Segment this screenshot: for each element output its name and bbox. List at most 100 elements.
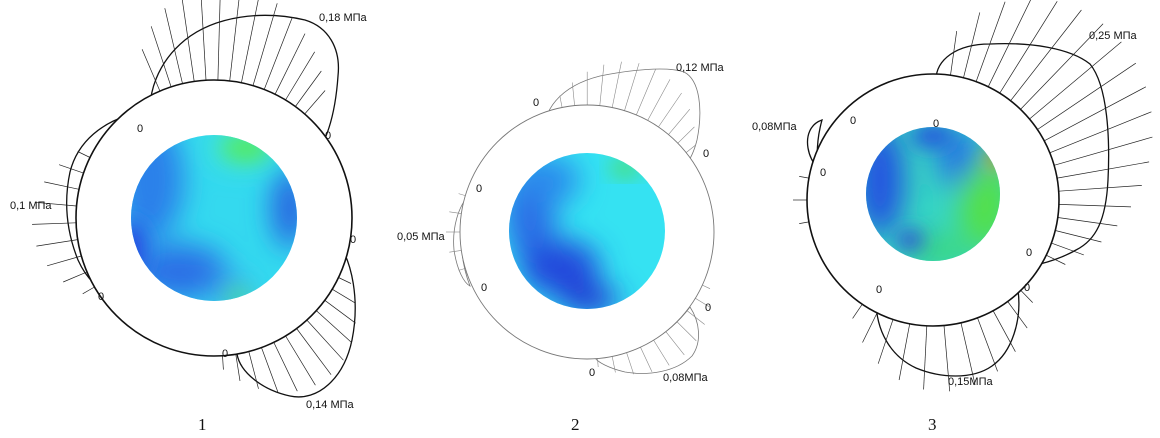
hatch-line — [164, 8, 183, 84]
hatch-line — [324, 300, 356, 324]
hatch-line — [304, 90, 326, 115]
hatch-line — [285, 51, 315, 101]
zero-label: 0 — [350, 234, 356, 246]
hatch-line — [77, 151, 91, 158]
diagram-1: 0,18 МПа 0 0 0,1 МПа 0 0 0 0,14 МПа 1 — [10, 0, 368, 434]
hatch-line — [338, 277, 352, 284]
hatch-line — [181, 0, 195, 82]
peak-label: 0,25 МПа — [1089, 30, 1138, 42]
zero-label: 0 — [325, 130, 331, 142]
zero-label: 0 — [876, 284, 882, 296]
hatch-line — [1037, 62, 1136, 130]
diagram-2: 0,12 МПа 0 0 0 0,05 МПа 0 0 0 0,08МПа 2 — [397, 61, 725, 434]
hatch-line — [685, 144, 696, 153]
hatch-line — [977, 317, 998, 372]
zero-label: 0 — [589, 367, 595, 379]
zero-label: 0 — [533, 97, 539, 109]
hatch-line — [248, 351, 259, 389]
figure-caption: 1 — [198, 415, 207, 434]
hatch-line — [1020, 23, 1104, 110]
hatch-line — [296, 328, 332, 375]
hatch-line — [263, 16, 293, 90]
hatch-line — [611, 356, 616, 373]
peak-label: 0,15МПа — [948, 376, 993, 388]
hatch-line — [82, 286, 95, 295]
hatch-line — [241, 0, 259, 83]
hatch-line — [665, 331, 685, 356]
hatch-line — [235, 354, 241, 381]
zero-label: 0 — [98, 291, 104, 303]
zero-label: 0 — [850, 115, 856, 127]
hatch-line — [852, 304, 863, 319]
hatch-line — [1049, 111, 1152, 154]
figure-caption: 3 — [928, 415, 937, 434]
hatch-line — [261, 347, 279, 393]
hatch-line — [332, 288, 356, 304]
hatch-line — [862, 312, 878, 343]
hatch-line — [799, 221, 809, 224]
hatch-line — [1051, 242, 1084, 256]
zero-label: 0 — [705, 302, 711, 314]
hatch-line — [1029, 41, 1122, 120]
hatch-line — [449, 250, 462, 253]
hatch-line — [975, 1, 1006, 82]
hatch-line — [686, 310, 705, 325]
zero-label: 0 — [137, 123, 143, 135]
hatch-line — [950, 31, 958, 76]
peak-label: 0,05 МПа — [397, 231, 446, 243]
hatch-line — [1055, 230, 1102, 243]
hatch-line — [316, 310, 352, 343]
hatch-line — [285, 335, 316, 386]
hatch-line — [47, 255, 82, 267]
hatch-line — [34, 201, 77, 207]
hatch-line — [877, 319, 894, 364]
hatch-line — [676, 321, 697, 342]
hatch-line — [653, 339, 670, 366]
peak-label: 0,12 МПа — [676, 62, 725, 74]
pressure-lobe-top-right — [935, 0, 1153, 265]
hatch-line — [992, 310, 1016, 352]
hatch-line — [597, 358, 599, 368]
hatch-line — [987, 0, 1031, 87]
hatch-line — [1058, 204, 1132, 208]
hatch-line — [1057, 161, 1150, 179]
hatch-line — [1057, 217, 1118, 227]
hatch-line — [559, 95, 563, 108]
peak-label: 0,14 МПа — [306, 399, 355, 411]
hatch-line — [458, 268, 466, 271]
hatch-line — [1058, 185, 1142, 192]
hatch-line — [647, 79, 671, 121]
hatch-line — [44, 181, 80, 190]
hatch-line — [274, 33, 306, 95]
hatch-line — [963, 12, 981, 78]
zero-label: 0 — [933, 118, 939, 130]
hatch-line — [1054, 136, 1153, 166]
zero-label: 0 — [481, 282, 487, 294]
hatch-line — [611, 61, 622, 108]
hatch-line — [1020, 290, 1033, 303]
hatch-line — [626, 352, 634, 375]
hatch-line — [1010, 9, 1082, 101]
zero-label: 0 — [1026, 247, 1032, 259]
hatch-line — [999, 1, 1058, 94]
hatch-line — [636, 69, 656, 116]
hatch-line — [295, 70, 322, 107]
hatch-line — [960, 322, 976, 386]
hatch-line — [677, 126, 695, 144]
hatch-line — [1007, 301, 1028, 329]
hatch-line — [252, 3, 278, 86]
hatch-line — [923, 325, 928, 390]
hatch-line — [222, 355, 224, 370]
hatch-line — [63, 271, 88, 283]
hatch-line — [624, 63, 640, 111]
hatch-line — [599, 64, 605, 106]
peak-label: 0,1 МПа — [10, 200, 52, 212]
hatch-line — [217, 0, 221, 81]
zero-label: 0 — [222, 348, 228, 360]
hatch-line — [640, 347, 653, 373]
hatch-line — [229, 0, 240, 81]
peak-label: 0,18 МПа — [319, 12, 368, 24]
hatch-line — [943, 325, 951, 392]
figure-caption: 2 — [571, 415, 580, 434]
